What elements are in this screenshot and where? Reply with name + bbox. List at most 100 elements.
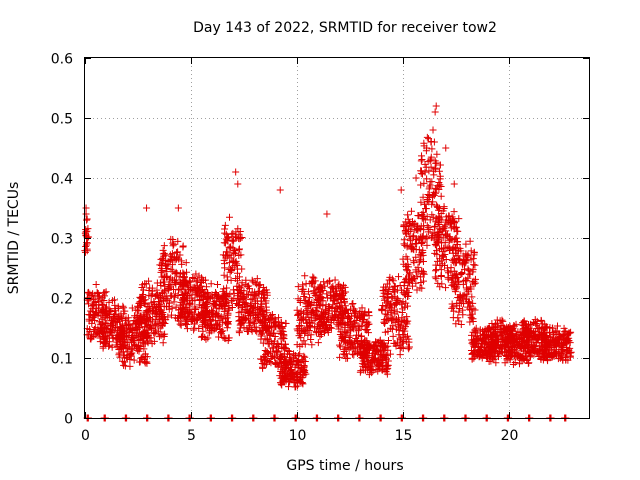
data-point [142,320,150,328]
data-point [160,249,168,257]
data-point [183,325,191,333]
data-point [233,261,241,269]
data-point [256,281,264,289]
y-tick-label: 0.1 [51,352,73,368]
data-point [250,303,258,311]
data-point [450,180,458,188]
data-point [224,234,232,242]
data-point [145,314,153,322]
data-point [378,307,386,315]
x-tick-label: 5 [187,428,196,444]
y-tick-label: 0.5 [51,112,73,128]
data-point [426,181,434,189]
data-point [159,339,167,347]
data-point [138,333,146,341]
data-point [233,277,241,285]
y-tick-label: 0.3 [51,232,73,248]
chart-title: Day 143 of 2022, SRMTID for receiver tow… [193,20,497,36]
data-point [174,204,182,212]
data-point [235,245,243,253]
data-point [192,278,200,286]
data-point [185,277,193,285]
data-point [140,286,148,294]
data-point [102,288,110,296]
data-point [440,203,448,211]
data-point [300,337,308,345]
data-point [271,352,279,360]
data-point [128,349,136,357]
data-point [226,290,234,298]
data-point [227,276,235,284]
data-point [85,315,93,323]
x-tick-label: 10 [289,428,307,444]
data-point [124,314,132,322]
x-tick-label: 20 [501,428,519,444]
data-point [219,327,227,335]
data-point [232,168,240,176]
data-point [136,324,144,332]
data-point [174,237,182,245]
data-point [157,293,165,301]
data-point [181,320,189,328]
data-point [190,326,198,334]
data-point [395,273,403,281]
data-point [236,288,244,296]
data-point [397,186,405,194]
x-tick-labels: 0 5 10 15 20 [81,428,518,444]
data-point [213,280,221,288]
data-point [148,317,156,325]
data-point [215,333,223,341]
data-point [262,297,270,305]
data-point [179,269,187,277]
data-point [238,265,246,273]
data-point [242,315,250,323]
data-point [220,300,228,308]
data-point [234,180,242,188]
data-point [263,309,271,317]
data-point [168,292,176,300]
data-point [141,296,149,304]
data-point [195,324,203,332]
data-point [278,381,286,389]
data-point [252,323,260,331]
data-point [314,339,322,347]
data-point [169,242,177,250]
y-tick-label: 0.2 [51,292,73,308]
data-point [301,272,309,280]
data-point [161,320,169,328]
data-point [202,283,210,291]
data-point [92,281,100,289]
data-point [118,344,126,352]
data-point [228,296,236,304]
data-point [471,261,479,269]
y-tick-label: 0.6 [51,52,73,68]
data-point [82,204,90,212]
data-point [430,171,438,179]
data-point [238,318,246,326]
data-point [417,181,425,189]
data-point [233,269,241,277]
data-point [81,248,89,256]
data-point [237,234,245,242]
data-point [238,279,246,287]
data-point [153,286,161,294]
data-points [81,102,575,422]
data-point [282,320,290,328]
data-point [202,300,210,308]
data-point [115,349,123,357]
data-point [121,307,129,315]
x-tick-label: 15 [395,428,413,444]
data-point [183,291,191,299]
data-point [230,250,238,258]
data-point [432,102,440,110]
data-point [425,185,433,193]
data-point [396,351,404,359]
data-point [181,282,189,290]
data-point [264,349,272,357]
data-point [202,276,210,284]
data-point [160,242,168,250]
data-point [432,267,440,275]
data-point [167,311,175,319]
data-point [237,308,245,316]
